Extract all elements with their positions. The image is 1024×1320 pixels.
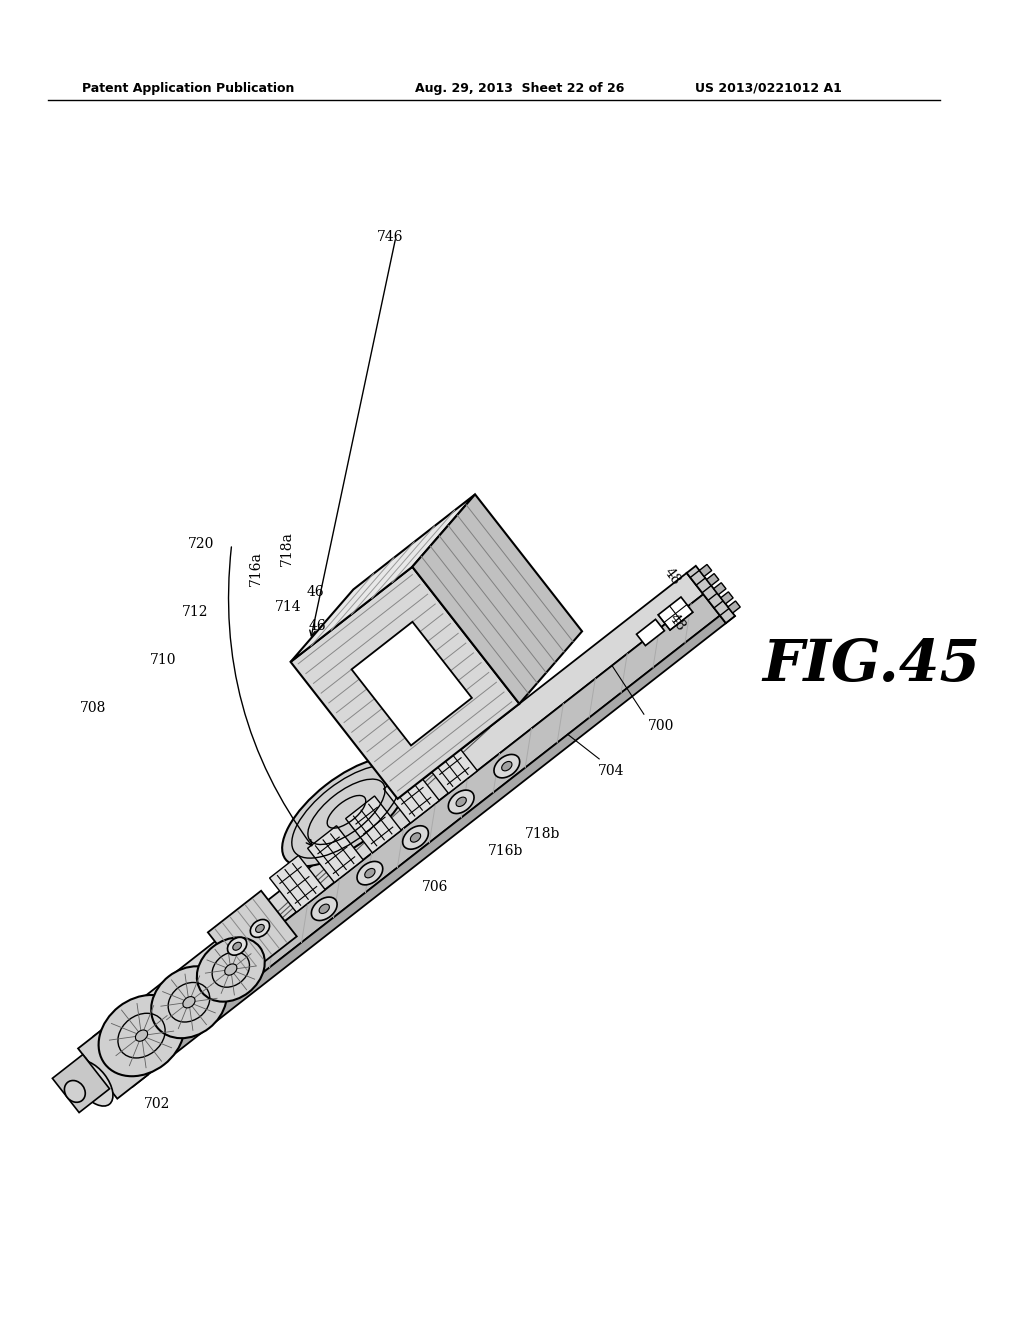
Polygon shape xyxy=(78,1024,147,1098)
Polygon shape xyxy=(707,574,719,586)
Text: 706: 706 xyxy=(422,880,447,895)
Polygon shape xyxy=(208,891,297,978)
Text: 710: 710 xyxy=(150,653,176,667)
Polygon shape xyxy=(422,737,477,793)
Ellipse shape xyxy=(402,826,428,849)
Ellipse shape xyxy=(256,924,264,932)
Polygon shape xyxy=(307,826,364,883)
Text: 716a: 716a xyxy=(249,550,263,586)
Text: 714: 714 xyxy=(275,599,302,614)
Ellipse shape xyxy=(456,797,466,807)
Ellipse shape xyxy=(98,995,184,1076)
Polygon shape xyxy=(658,597,693,630)
Text: 746: 746 xyxy=(377,230,403,244)
Text: 718a: 718a xyxy=(280,532,294,566)
Polygon shape xyxy=(637,619,665,645)
Ellipse shape xyxy=(449,791,474,813)
Text: 718b: 718b xyxy=(524,828,560,841)
Text: 46: 46 xyxy=(309,619,327,634)
Ellipse shape xyxy=(152,966,226,1039)
Text: 702: 702 xyxy=(143,1097,170,1111)
Text: 720: 720 xyxy=(188,537,215,552)
Text: Aug. 29, 2013  Sheet 22 of 26: Aug. 29, 2013 Sheet 22 of 26 xyxy=(415,82,625,95)
Polygon shape xyxy=(351,622,472,746)
Polygon shape xyxy=(71,1059,110,1101)
Text: US 2013/0221012 A1: US 2013/0221012 A1 xyxy=(695,82,842,95)
Text: Patent Application Publication: Patent Application Publication xyxy=(82,82,295,95)
Polygon shape xyxy=(346,796,401,853)
Text: FIG.45: FIG.45 xyxy=(763,636,981,693)
Polygon shape xyxy=(93,573,703,1057)
Ellipse shape xyxy=(411,833,421,842)
Polygon shape xyxy=(413,495,582,704)
Polygon shape xyxy=(269,855,326,912)
Ellipse shape xyxy=(135,1030,147,1041)
Polygon shape xyxy=(291,495,475,661)
Polygon shape xyxy=(291,566,519,799)
Text: 704: 704 xyxy=(598,764,624,779)
Text: 48: 48 xyxy=(667,611,688,634)
Polygon shape xyxy=(699,565,712,577)
Text: 708: 708 xyxy=(80,701,106,715)
Text: 46: 46 xyxy=(307,585,325,599)
Ellipse shape xyxy=(73,1060,113,1106)
Ellipse shape xyxy=(183,997,195,1008)
Ellipse shape xyxy=(227,937,247,956)
Ellipse shape xyxy=(65,1081,85,1102)
Text: 700: 700 xyxy=(648,719,674,733)
Polygon shape xyxy=(52,1055,110,1113)
Polygon shape xyxy=(127,615,726,1086)
Ellipse shape xyxy=(224,964,237,975)
Ellipse shape xyxy=(197,937,265,1002)
Polygon shape xyxy=(714,582,726,595)
Text: 712: 712 xyxy=(181,605,208,619)
Polygon shape xyxy=(384,767,439,824)
Polygon shape xyxy=(728,601,740,612)
Ellipse shape xyxy=(319,904,330,913)
Polygon shape xyxy=(687,566,735,623)
Polygon shape xyxy=(721,591,733,603)
Ellipse shape xyxy=(502,762,512,771)
Ellipse shape xyxy=(494,755,520,777)
Text: 48: 48 xyxy=(662,565,683,589)
Ellipse shape xyxy=(311,898,337,920)
Ellipse shape xyxy=(232,942,242,950)
Text: 716b: 716b xyxy=(488,843,523,858)
Polygon shape xyxy=(110,594,720,1080)
Ellipse shape xyxy=(365,869,375,878)
Ellipse shape xyxy=(357,862,383,884)
Ellipse shape xyxy=(283,758,411,866)
Ellipse shape xyxy=(250,920,269,937)
